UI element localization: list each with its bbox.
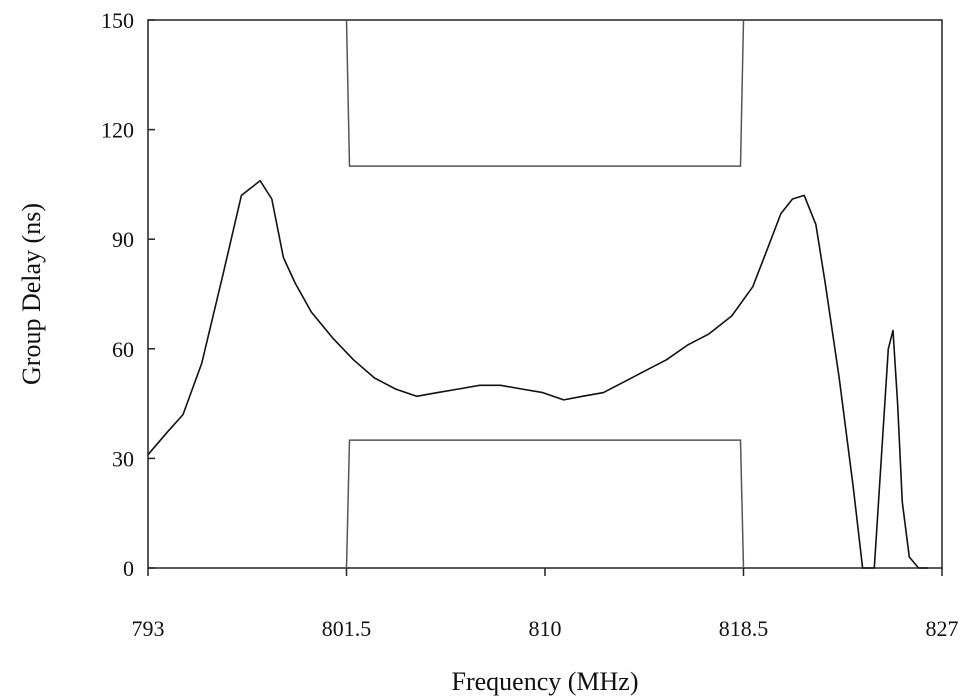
x-tick-label: 810 <box>529 616 562 641</box>
x-axis-label: Frequency (MHz) <box>452 667 639 696</box>
lower-mask-line <box>345 439 745 569</box>
y-tick-label: 60 <box>112 337 134 362</box>
y-tick-label: 120 <box>101 118 134 143</box>
x-axis-ticks: 793 801.5 810 818.5 827 <box>132 568 959 641</box>
y-axis-ticks: 0 30 60 90 120 150 <box>101 8 155 581</box>
x-tick-label: 801.5 <box>322 616 372 641</box>
y-axis-label: Group Delay (ns) <box>17 203 46 385</box>
y-tick-label: 0 <box>123 556 134 581</box>
x-tick-label: 827 <box>926 616 959 641</box>
y-tick-label: 30 <box>112 446 134 471</box>
group-delay-series-line <box>147 179 928 569</box>
x-tick-label: 793 <box>132 616 165 641</box>
upper-mask-line <box>345 19 745 167</box>
y-tick-label: 90 <box>112 227 134 252</box>
plot-area-frame <box>147 19 943 569</box>
y-tick-label: 150 <box>101 8 134 33</box>
x-tick-label: 818.5 <box>719 616 769 641</box>
